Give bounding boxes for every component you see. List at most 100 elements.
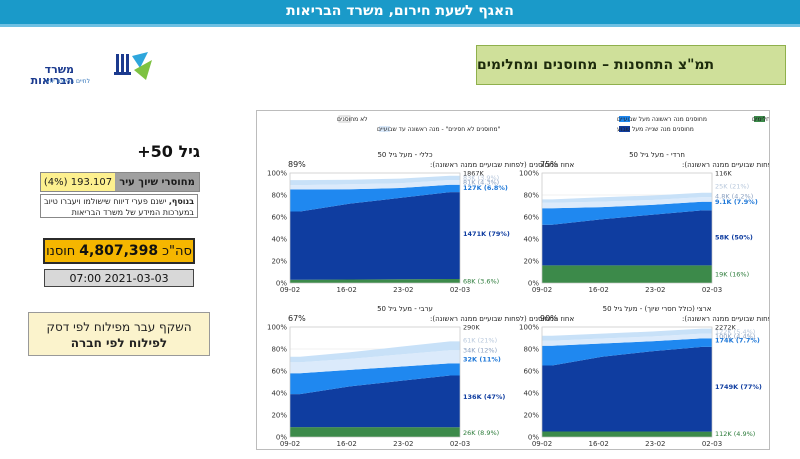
y-tick-label: 80%: [523, 192, 539, 200]
segmentation-line1: השקף עבר מפילוח לפי דסק: [46, 320, 192, 334]
x-tick-label: 16-02: [336, 286, 356, 294]
chart-title: ערבי - מעל גיל 50: [377, 305, 433, 313]
banner-divider: [0, 24, 800, 27]
area-series-4: [542, 192, 712, 203]
age-group-title: גיל 50+: [137, 142, 200, 161]
unassigned-number: 193.107: [70, 176, 113, 188]
y-tick-label: 100%: [519, 324, 539, 332]
unassigned-value: 193.107 (4%): [41, 173, 115, 191]
legend-swatch-2: [619, 116, 630, 122]
ministry-logo: [114, 52, 152, 80]
x-tick-label: 16-02: [588, 286, 608, 294]
area-series-0: [290, 427, 460, 437]
y-tick-label: 0%: [276, 280, 287, 288]
legend-swatch-1: [619, 126, 630, 132]
plot-border: [289, 172, 461, 284]
area-series-2: [542, 201, 712, 225]
y-tick-label: 60%: [271, 214, 287, 222]
chart-subtitle: אחוז המחוסנים (לפחות שבועיים ממנה ראשונה…: [682, 315, 769, 323]
area-series-0: [542, 265, 712, 283]
logo-tagline: לחיים בריאים יותר: [44, 78, 90, 85]
area-series-2: [542, 338, 712, 366]
total-prefix: סה"כ: [162, 243, 192, 259]
note-bold: בנוסף,: [168, 197, 194, 206]
chart-subtitle: אחוז המחוסנים (לפחות שבועיים ממנה ראשונה…: [682, 161, 769, 169]
data-label: 116K: [715, 170, 732, 178]
x-tick-label: 02-03: [450, 440, 470, 448]
data-label: 290K: [463, 324, 480, 332]
area-series-1: [290, 192, 460, 280]
x-tick-label: 09-02: [280, 286, 300, 294]
y-tick-label: 20%: [523, 258, 539, 266]
area-series-0: [542, 431, 712, 437]
total-value: 4,807,398: [79, 243, 159, 259]
top-banner: האגף לשעת חירום, משרד הבריאות: [0, 0, 800, 24]
total-vaccinated-box: סה"כ 4,807,398 חוסנו: [43, 238, 195, 264]
data-label: 19K (16%): [715, 271, 749, 279]
x-tick-label: 09-02: [532, 286, 552, 294]
data-label: 32K (11%): [463, 355, 501, 363]
y-tick-label: 0%: [528, 434, 539, 442]
data-label: 25K (21%): [715, 183, 749, 191]
timestamp: 07:00 2021-03-03: [44, 269, 194, 287]
y-tick-label: 20%: [271, 258, 287, 266]
y-tick-label: 100%: [267, 170, 287, 178]
unassigned-stat: 193.107 (4%) מחוסרי שיוך עיר: [40, 172, 200, 192]
data-label: 58K (50%): [715, 233, 753, 241]
unassigned-percent: (4%): [43, 176, 68, 188]
legend-swatch-3: [379, 126, 390, 132]
y-tick-label: 80%: [523, 346, 539, 354]
page-title: תמ"צ התחסנות – מחוסנים ומחלימים: [476, 45, 786, 85]
legend-swatch-0: [754, 116, 765, 122]
x-tick-label: 02-03: [702, 440, 722, 448]
x-tick-label: 09-02: [532, 440, 552, 448]
area-series-4: [542, 328, 712, 341]
chart-subtitle: אחוז המחוסנים (לפחות שבועיים ממנה ראשונה…: [430, 161, 574, 169]
chart-headline-pct: 67%: [288, 314, 306, 323]
x-tick-label: 23-02: [645, 286, 665, 294]
plot-border: [541, 172, 713, 284]
legend-label-2: מחוסנים מנה ראשונה מעל שבועיים: [617, 116, 707, 123]
legend-label-0: מחלימים: [752, 116, 769, 123]
y-tick-label: 60%: [271, 368, 287, 376]
data-label: 122K (5.4%): [715, 328, 755, 336]
area-series-2: [290, 363, 460, 395]
y-tick-label: 40%: [523, 236, 539, 244]
charts-panel: מחלימים מחוסנים מנה שנייה מעל שבוע מחוסנים…: [256, 110, 770, 450]
y-tick-label: 100%: [267, 324, 287, 332]
data-label: 83K (3.9%): [463, 174, 499, 182]
y-tick-label: 40%: [523, 390, 539, 398]
chart-1: חרדי - מעל גיל 50 אחוז המחוסנים (לפחות שב…: [519, 151, 769, 294]
chart-headline-pct: 89%: [288, 160, 306, 169]
segmentation-note: השקף עבר מפילוח לפי דסק לפילוח לפי חברה: [28, 312, 210, 356]
chart-2: ערבי - מעל גיל 50 אחוז המחוסנים (לפחות שב…: [267, 305, 574, 448]
x-tick-label: 16-02: [588, 440, 608, 448]
data-label: 81K (4.3%): [463, 178, 499, 186]
chart-title: ארצי (כולל חסרי שיוך) - מעל גיל 50: [603, 305, 712, 313]
area-series-2: [290, 184, 460, 212]
chart-subtitle: אחוז המחוסנים (לפחות שבועיים ממנה ראשונה…: [430, 315, 574, 323]
area-series-0: [290, 279, 460, 283]
x-tick-label: 23-02: [393, 440, 413, 448]
area-series-4: [290, 175, 460, 186]
legend-swatch-4: [338, 115, 351, 123]
area-series-1: [542, 346, 712, 432]
area-series-1: [542, 210, 712, 266]
y-tick-label: 40%: [271, 390, 287, 398]
data-label: 34K (12%): [463, 347, 497, 355]
data-label: 136K (47%): [463, 393, 505, 401]
area-series-3: [290, 180, 460, 190]
y-tick-label: 100%: [519, 170, 539, 178]
data-label: 1749K (77%): [715, 383, 762, 391]
data-label: 112K (4.9%): [715, 430, 755, 438]
y-tick-label: 0%: [528, 280, 539, 288]
charts-svg: מחלימים מחוסנים מנה שנייה מעל שבוע מחוסנים…: [267, 115, 769, 448]
chart-title: כללי - מעל גיל 50: [377, 151, 432, 159]
x-tick-label: 23-02: [393, 286, 413, 294]
y-tick-label: 20%: [271, 412, 287, 420]
y-tick-label: 60%: [523, 214, 539, 222]
area-series-3: [542, 197, 712, 209]
data-label: 4.8K (4.2%): [715, 193, 753, 201]
area-series-1: [290, 375, 460, 428]
y-tick-label: 60%: [523, 368, 539, 376]
